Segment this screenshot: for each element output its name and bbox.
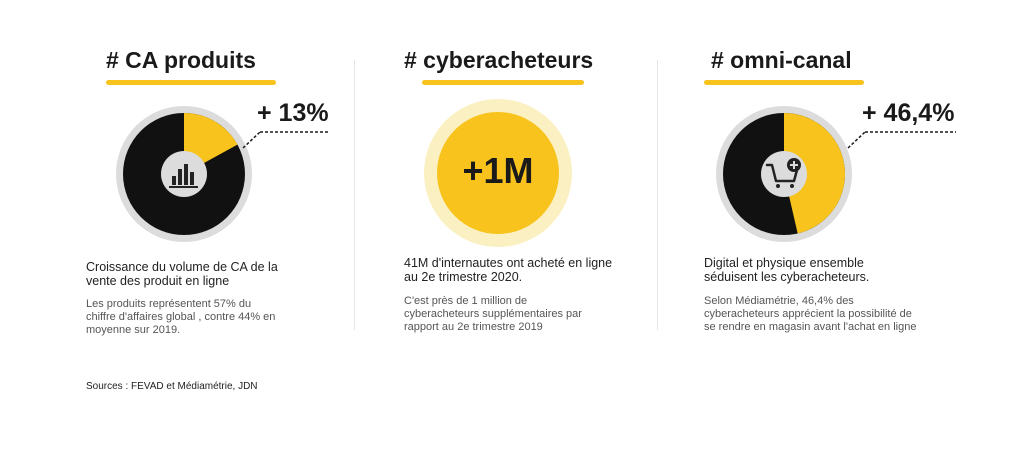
donut-omni-canal <box>716 106 852 242</box>
plus-badge <box>787 158 801 172</box>
sources-note: Sources : FEVAD et Médiamétrie, JDN <box>86 381 258 392</box>
panel-text-omni-canal: Digital et physique ensemble séduisent l… <box>704 256 870 284</box>
percent-ca-produits: + 13% <box>257 99 329 127</box>
badge-core <box>437 112 559 234</box>
callout-line <box>847 131 956 149</box>
percent-omni-canal: + 46,4% <box>862 99 955 127</box>
big-number-badge <box>424 99 572 247</box>
panel-note-ca-produits: Les produits représentent 57% du chiffre… <box>86 298 276 336</box>
big-number-value: +1M <box>462 150 534 191</box>
separator <box>354 60 355 330</box>
panel-note-omni-canal: Selon Médiamétrie, 46,4% des cyberachete… <box>704 295 917 333</box>
donut-ca-produits <box>116 106 252 242</box>
panel-title-cyberacheteurs: # cyberacheteurs <box>404 47 594 73</box>
callout-line <box>242 131 328 149</box>
bar-chart-icon <box>169 164 198 188</box>
title-underline <box>422 80 584 85</box>
panel-note-cyberacheteurs: C'est près de 1 million de cyberacheteur… <box>404 295 582 333</box>
panel-text-cyberacheteurs: 41M d'internautes ont acheté en ligne au… <box>404 256 613 284</box>
panel-text-ca-produits: Croissance du volume de CA de la vente d… <box>86 260 278 288</box>
title-underline <box>106 80 276 85</box>
donut-center <box>761 151 807 197</box>
panel-title-ca-produits: # CA produits <box>106 47 256 73</box>
title-underline <box>704 80 864 85</box>
separator <box>657 60 658 330</box>
panel-title-omni-canal: # omni-canal <box>711 47 852 73</box>
cart-plus-icon <box>765 163 799 188</box>
donut-slice-highlight <box>784 113 846 234</box>
